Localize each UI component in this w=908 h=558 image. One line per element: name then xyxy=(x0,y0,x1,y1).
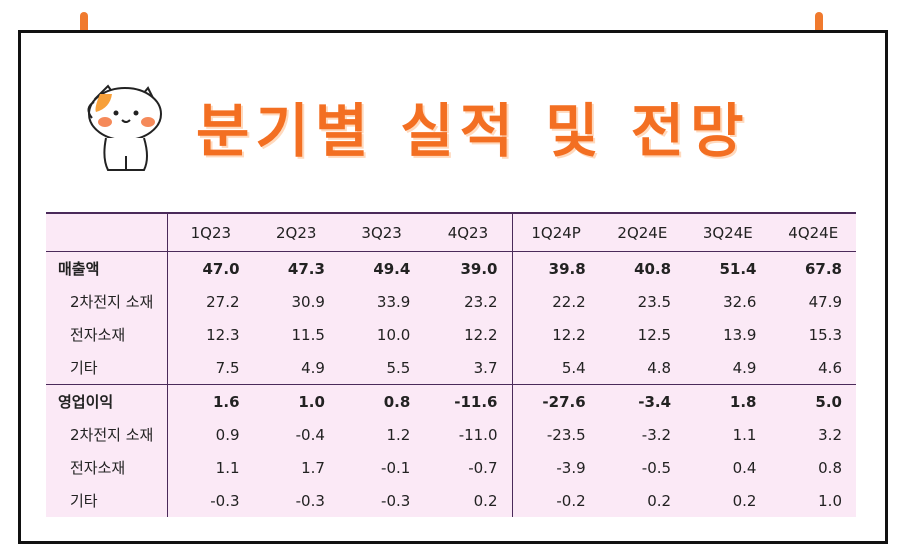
cell: 15.3 xyxy=(808,325,842,344)
cell: 12.2 xyxy=(424,318,513,351)
col-header: 1Q23 xyxy=(190,223,232,242)
cell: 0.2 xyxy=(424,484,513,517)
cell: 1.7 xyxy=(301,458,325,477)
cell: 0.4 xyxy=(732,458,757,477)
cell: 51.4 xyxy=(719,259,757,278)
cell: -3.9 xyxy=(556,458,586,477)
cat-mascot-icon xyxy=(87,84,162,171)
cell: 67.8 xyxy=(804,259,842,278)
table-row: 매출액 47.0 47.3 49.4 39.0 39.8 40.8 51.4 6… xyxy=(46,251,856,285)
cell: 5.0 xyxy=(815,392,842,411)
cell: 49.4 xyxy=(373,259,411,278)
cell: 33.9 xyxy=(376,292,411,311)
cell: 12.3 xyxy=(206,325,240,344)
cell: 39.8 xyxy=(548,259,586,278)
cell: 1.6 xyxy=(212,392,240,411)
col-header: 1Q24P xyxy=(531,223,581,242)
col-header: 3Q23 xyxy=(361,223,402,242)
table-row: 영업이익 1.6 1.0 0.8 -11.6 -27.6 -3.4 1.8 5.… xyxy=(46,384,856,418)
cell: 5.5 xyxy=(386,358,411,377)
row-label: 전자소재 xyxy=(46,318,169,351)
earnings-table: 1Q23 2Q23 3Q23 4Q23 1Q24P 2Q24E 3Q24E 4Q… xyxy=(46,212,856,517)
cell: 32.6 xyxy=(723,292,757,311)
table-header-row: 1Q23 2Q23 3Q23 4Q23 1Q24P 2Q24E 3Q24E 4Q… xyxy=(46,213,856,252)
cell: 4.9 xyxy=(301,358,325,377)
table-row: 전자소재 12.3 11.5 10.0 12.2 12.2 12.5 13.9 … xyxy=(46,318,856,351)
cell: 11.5 xyxy=(291,325,325,344)
cell: -0.1 xyxy=(381,458,411,477)
cell: -0.4 xyxy=(295,425,325,444)
col-header: 4Q23 xyxy=(424,213,513,252)
cell: -11.0 xyxy=(424,418,513,451)
row-label: 영업이익 xyxy=(46,384,169,418)
cell: 23.5 xyxy=(637,292,672,311)
col-header: 4Q24E xyxy=(788,223,839,242)
cell: -11.6 xyxy=(424,384,513,418)
table-row: 2차전지 소재 0.9 -0.4 1.2 -11.0 -23.5 -3.2 1.… xyxy=(46,418,856,451)
cell: 22.2 xyxy=(552,292,586,311)
cell: 4.8 xyxy=(647,358,672,377)
cell: 1.0 xyxy=(818,491,842,510)
cell: -0.7 xyxy=(424,451,513,484)
cell: 0.8 xyxy=(383,392,411,411)
cell: 1.2 xyxy=(386,425,411,444)
cell: 12.5 xyxy=(637,325,672,344)
cell: 10.0 xyxy=(376,325,411,344)
cell: 7.5 xyxy=(215,358,240,377)
cell: 30.9 xyxy=(291,292,325,311)
cell: 5.4 xyxy=(561,358,586,377)
table-row: 기타 -0.3 -0.3 -0.3 0.2 -0.2 0.2 0.2 1.0 xyxy=(46,484,856,517)
col-header: 2Q23 xyxy=(276,223,317,242)
table-row: 기타 7.5 4.9 5.5 3.7 5.4 4.8 4.9 4.6 xyxy=(46,351,856,385)
cell: 13.9 xyxy=(723,325,757,344)
corner-cell xyxy=(46,213,169,252)
row-label: 2차전지 소재 xyxy=(46,285,169,318)
cell: 47.0 xyxy=(202,259,240,278)
cell: 1.1 xyxy=(215,458,240,477)
cell: 47.3 xyxy=(287,259,325,278)
cell: -23.5 xyxy=(546,425,586,444)
row-label: 기타 xyxy=(46,484,169,517)
table-row: 전자소재 1.1 1.7 -0.1 -0.7 -3.9 -0.5 0.4 0.8 xyxy=(46,451,856,484)
cell: 0.2 xyxy=(647,491,672,510)
cell: 3.7 xyxy=(424,351,513,385)
row-label: 기타 xyxy=(46,351,169,385)
cell: -27.6 xyxy=(542,392,586,411)
cell: 27.2 xyxy=(206,292,240,311)
row-label: 전자소재 xyxy=(46,451,169,484)
cell: 12.2 xyxy=(552,325,586,344)
cell: -3.4 xyxy=(638,392,672,411)
cell: 4.9 xyxy=(732,358,757,377)
cell: 39.0 xyxy=(424,251,513,285)
row-label: 2차전지 소재 xyxy=(46,418,169,451)
cell: 1.1 xyxy=(732,425,757,444)
cell: 3.2 xyxy=(818,425,842,444)
cell: -0.3 xyxy=(381,491,411,510)
cell: 4.6 xyxy=(818,358,842,377)
table-row: 2차전지 소재 27.2 30.9 33.9 23.2 22.2 23.5 32… xyxy=(46,285,856,318)
cell: 1.8 xyxy=(729,392,757,411)
cell: 23.2 xyxy=(424,285,513,318)
cell: 0.9 xyxy=(215,425,240,444)
cell: 0.8 xyxy=(818,458,842,477)
col-header: 2Q24E xyxy=(617,223,668,242)
row-label: 매출액 xyxy=(46,251,169,285)
cell: 0.2 xyxy=(732,491,757,510)
page-title: 분기별 실적 및 전망 xyxy=(196,97,750,165)
col-header: 3Q24E xyxy=(702,223,753,242)
cell: -0.3 xyxy=(295,491,325,510)
cell: 40.8 xyxy=(634,259,672,278)
cell: -3.2 xyxy=(641,425,672,444)
cell: 47.9 xyxy=(808,292,842,311)
cell: -0.2 xyxy=(556,491,586,510)
cell: 1.0 xyxy=(298,392,325,411)
cell: -0.3 xyxy=(210,491,240,510)
cell: -0.5 xyxy=(641,458,672,477)
